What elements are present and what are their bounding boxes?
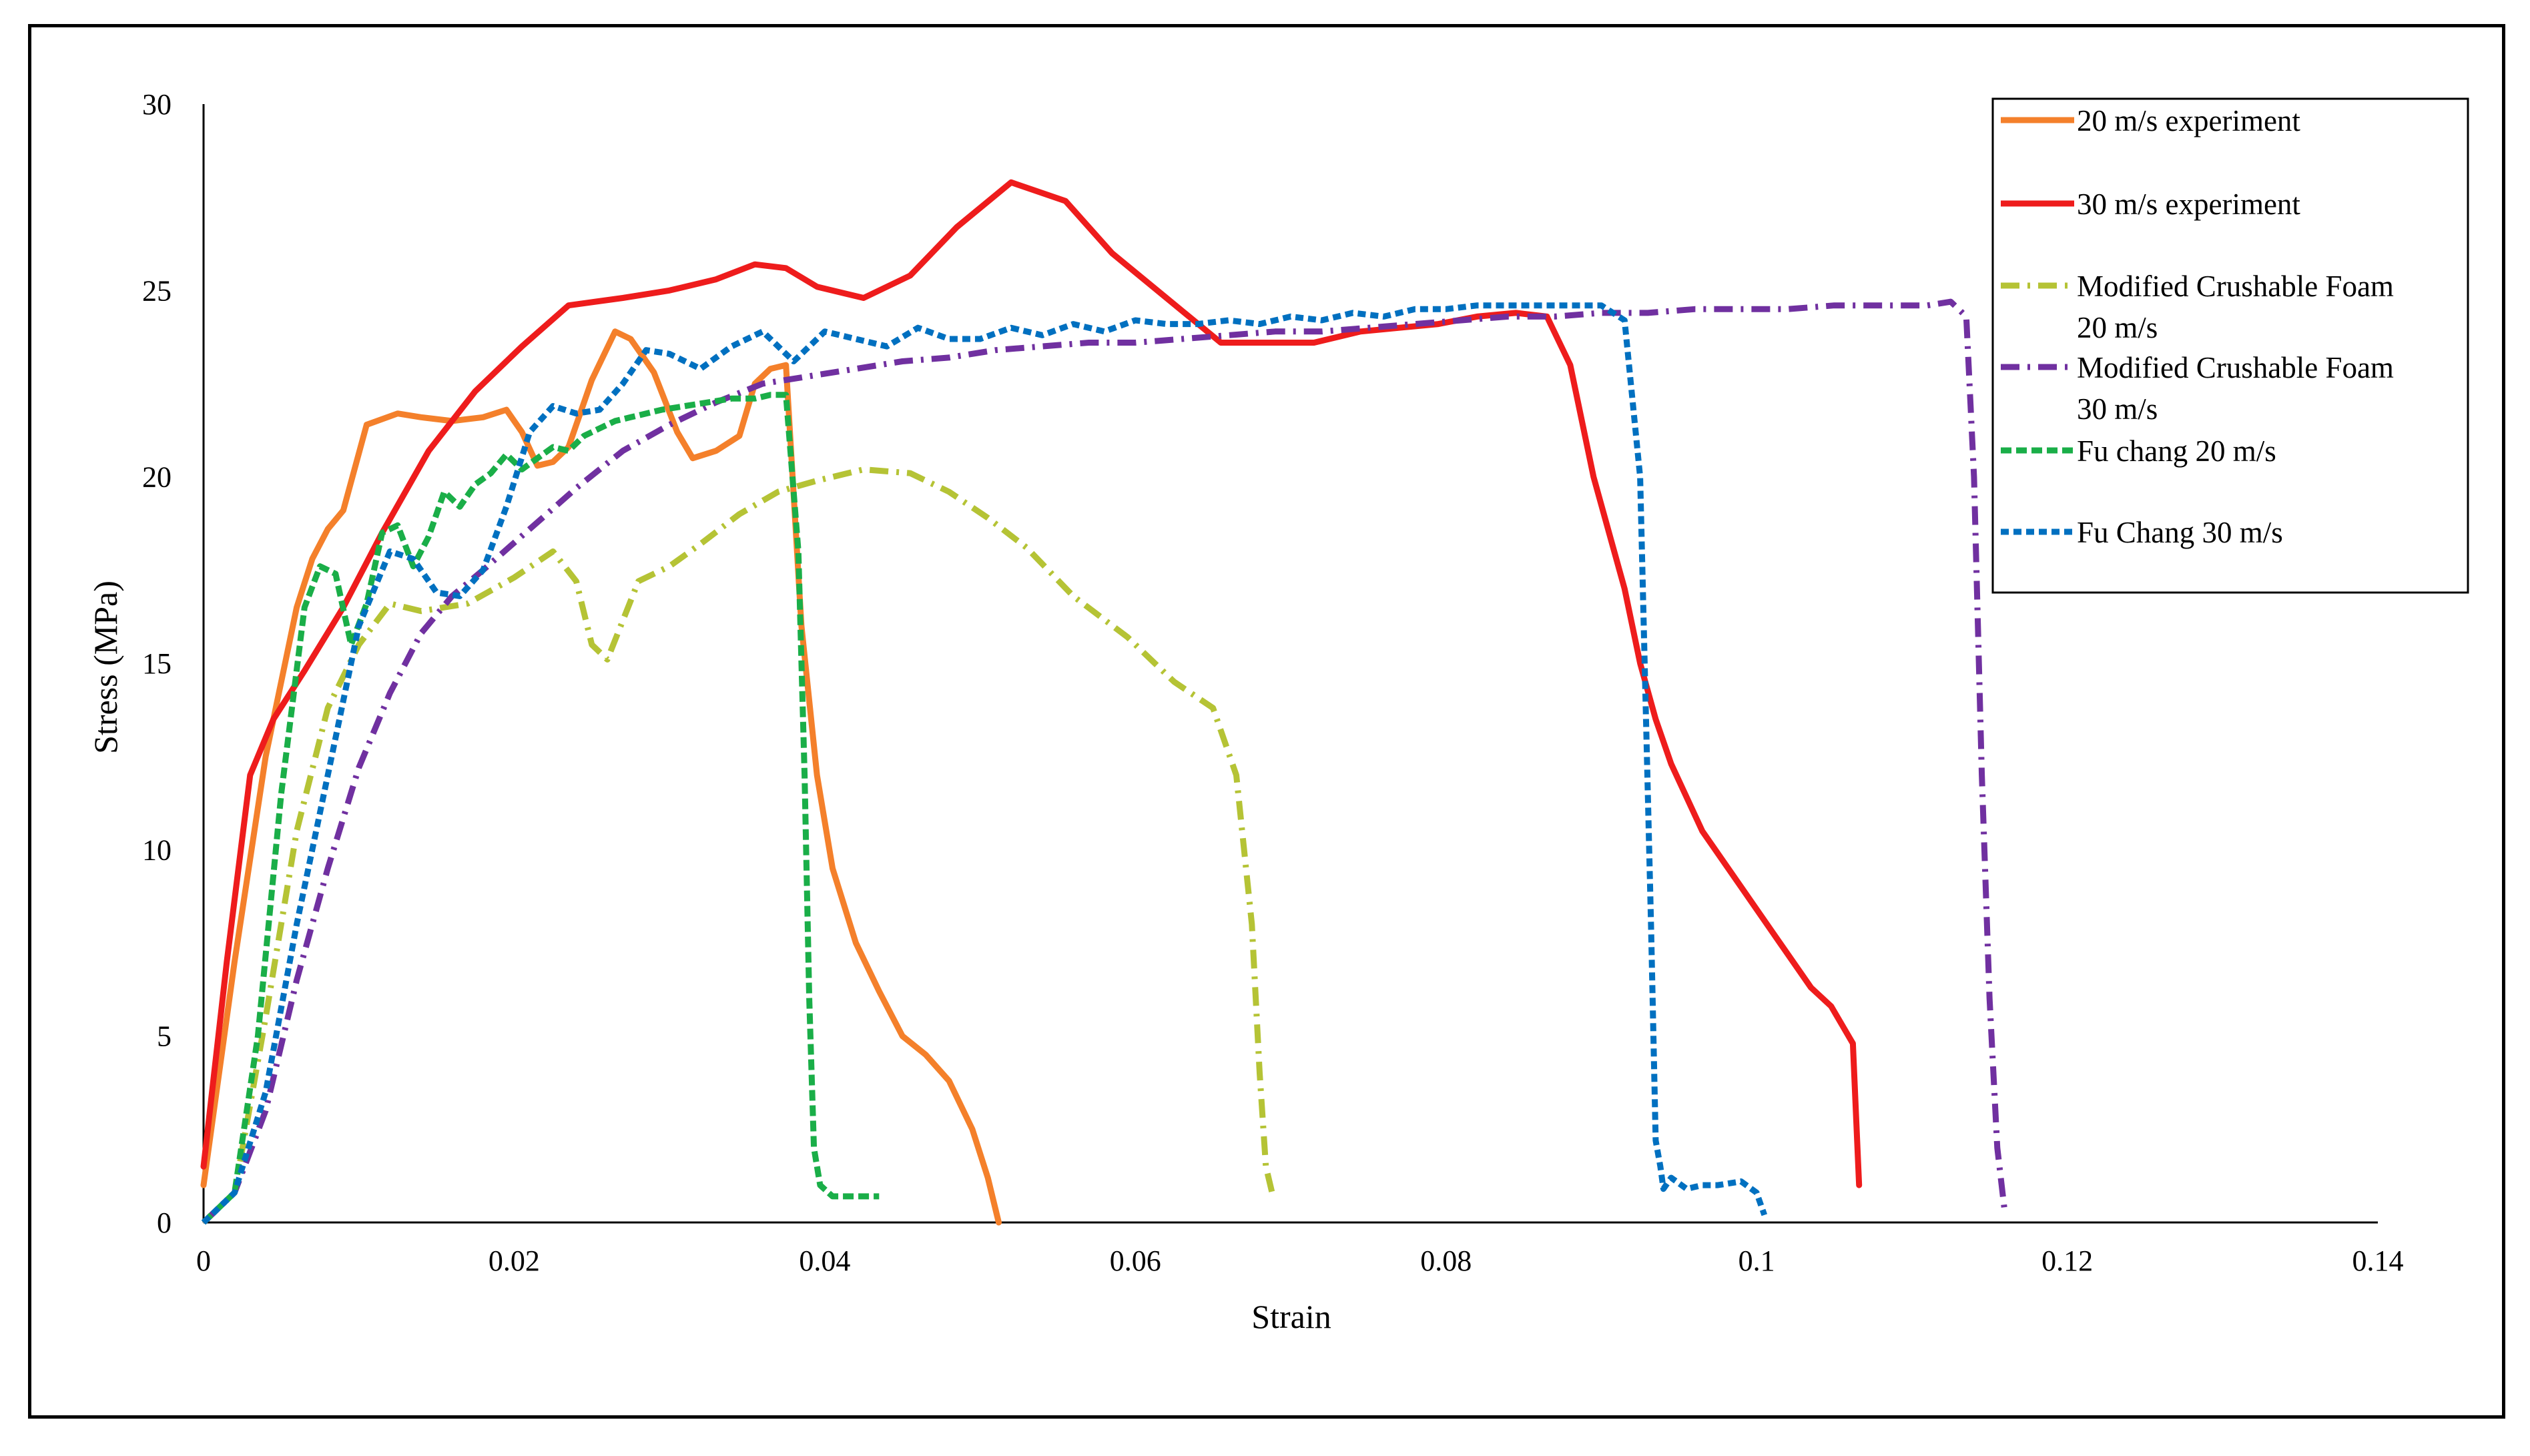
legend-label-4: 30 m/s (2077, 392, 2158, 426)
series-line-6 (201, 302, 1768, 1225)
legend-box (1991, 97, 2469, 594)
x-tick-label: 0.08 (1420, 1244, 1472, 1277)
y-tick-label: 15 (142, 647, 172, 680)
y-tick-label: 0 (157, 1206, 172, 1239)
y-tick-label: 10 (142, 833, 172, 866)
series-line-5 (201, 392, 880, 1225)
y-tick-label: 30 (142, 88, 172, 121)
x-tick-label: 0.02 (489, 1244, 540, 1277)
series-line-2 (200, 179, 1863, 1188)
legend-label-1: 20 m/s experiment (2077, 104, 2300, 137)
y-tick-label: 5 (157, 1020, 172, 1053)
legend-label-3: 20 m/s (2077, 311, 2158, 344)
x-tick-label: 0 (196, 1244, 211, 1277)
series-line-4 (201, 298, 2008, 1225)
y-tick-label: 20 (142, 461, 172, 494)
series-line-1 (200, 328, 1002, 1226)
x-tick-label: 0.04 (799, 1244, 850, 1277)
y-tick-label: 25 (142, 274, 172, 307)
x-tick-label: 0.12 (2041, 1244, 2093, 1277)
axes: 0 0.02 0.04 0.06 0.08 0.1 0.12 0.14 0 5 10 15 20 25 30 (142, 88, 2404, 1277)
x-tick-label: 0.1 (1738, 1244, 1775, 1277)
legend-label-6: Fu Chang 30 m/s (2077, 516, 2283, 549)
series-lines (200, 179, 2008, 1226)
legend-label-5: Fu chang 20 m/s (2077, 434, 2276, 468)
x-tick-label: 0.14 (2352, 1244, 2404, 1277)
y-axis-title: Stress (MPa) (87, 581, 124, 754)
legend: 20 m/s experiment 30 m/s experiment Modifi… (1991, 97, 2469, 594)
legend-label-3: Modified Crushable Foam (2077, 270, 2394, 303)
x-tick-label: 0.06 (1110, 1244, 1161, 1277)
legend-label-4: Modified Crushable Foam (2077, 351, 2394, 384)
x-axis-title: Strain (1251, 1298, 1331, 1335)
series-line-3 (201, 466, 1275, 1225)
legend-label-2: 30 m/s experiment (2077, 188, 2300, 221)
